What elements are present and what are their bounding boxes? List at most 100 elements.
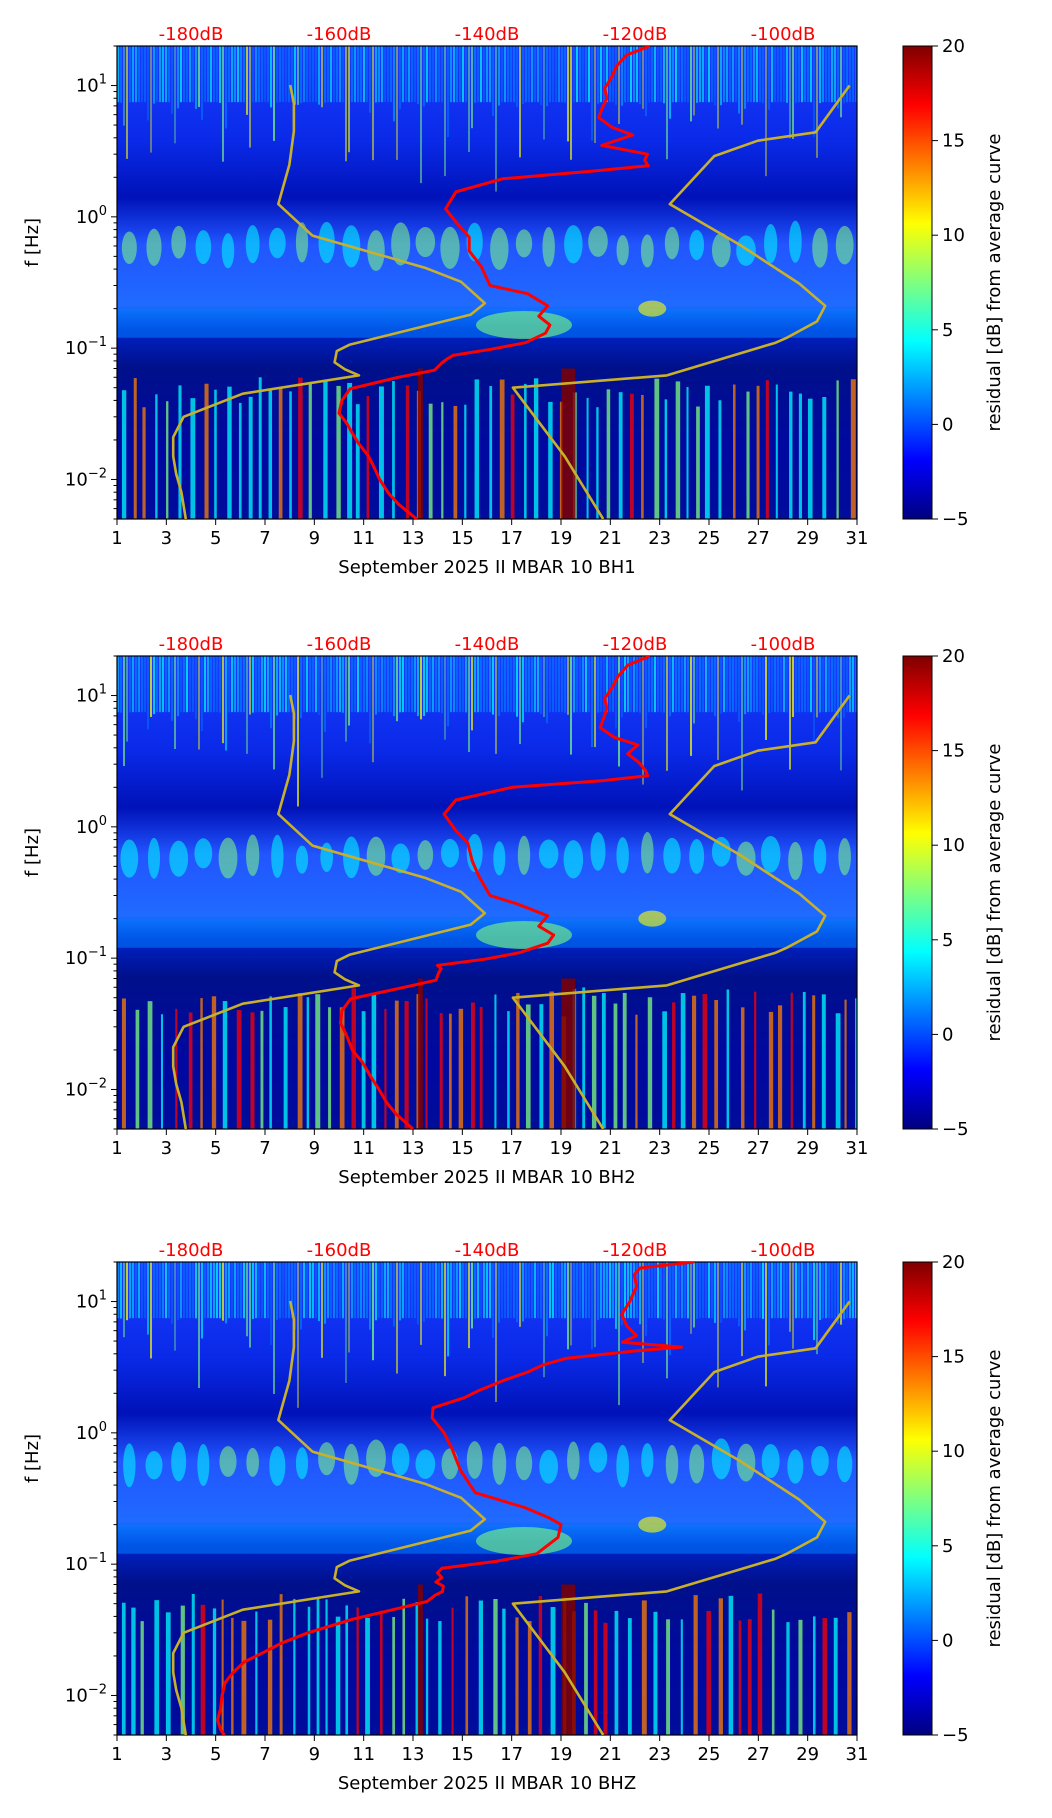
x-tick-label: 15 <box>451 528 474 549</box>
x-tick-label: 9 <box>309 528 320 549</box>
y-tick-label: 100 <box>76 1420 107 1444</box>
colorbar-tick-label: 20 <box>942 1252 965 1273</box>
y-axis-label: f [Hz] <box>22 828 43 877</box>
colorbar-label: residual [dB] from average curve <box>984 1349 1005 1647</box>
top-db-label: -140dB <box>455 24 520 45</box>
x-tick-label: 29 <box>796 1138 819 1159</box>
station-noise-curve <box>216 1262 695 1735</box>
colorbar-tick-label: 15 <box>942 1347 965 1368</box>
x-tick-label: 31 <box>846 1744 869 1765</box>
top-db-label: -180dB <box>159 1240 224 1261</box>
colorbar-tick-label: 0 <box>942 414 953 435</box>
x-tick-label: 29 <box>796 528 819 549</box>
colorbar-tick-label: −5 <box>942 1119 969 1140</box>
top-db-label: -100dB <box>751 634 816 655</box>
spectrogram-panel-3: 1 3 5 7 9 11 13 15 17 19 21 23 25 27 29 31 September 202… <box>0 1216 1052 1818</box>
x-tick-label: 15 <box>451 1138 474 1159</box>
y-tick-label: 100 <box>76 204 107 228</box>
top-db-label: -120dB <box>603 1240 668 1261</box>
x-tick-label: 1 <box>111 1138 122 1159</box>
x-tick-label: 27 <box>747 528 770 549</box>
x-tick-label: 15 <box>451 1744 474 1765</box>
x-tick-label: 17 <box>500 528 523 549</box>
top-db-label: -160dB <box>307 634 372 655</box>
x-tick-label: 23 <box>648 528 671 549</box>
x-tick-label: 7 <box>259 528 270 549</box>
x-tick-label: 1 <box>111 1744 122 1765</box>
x-tick-label: 11 <box>352 528 375 549</box>
spectrogram-image <box>117 1262 857 1735</box>
x-tick-label: 3 <box>161 1744 172 1765</box>
station-noise-curve <box>339 656 651 1129</box>
x-tick-label: 27 <box>747 1138 770 1159</box>
colorbar-tick-label: 0 <box>942 1024 953 1045</box>
top-db-label: -180dB <box>159 634 224 655</box>
x-tick-label: 5 <box>210 1744 221 1765</box>
noise-model-bounds <box>171 1300 487 1735</box>
colorbar-tick-label: 20 <box>942 646 965 667</box>
y-tick-label: 10−1 <box>65 1551 107 1575</box>
colorbar-tick-label: −5 <box>942 509 969 530</box>
colorbar-tick-label: 5 <box>942 320 953 341</box>
x-tick-label: 5 <box>210 1138 221 1159</box>
x-tick-label: 29 <box>796 1744 819 1765</box>
top-db-label: -160dB <box>307 1240 372 1261</box>
plot-frame <box>116 45 858 520</box>
y-tick-label: 101 <box>76 73 107 97</box>
x-tick-label: 31 <box>846 1138 869 1159</box>
top-db-label: -140dB <box>455 634 520 655</box>
x-tick-label: 21 <box>599 528 622 549</box>
colorbar-label: residual [dB] from average curve <box>984 743 1005 1041</box>
x-tick-label: 27 <box>747 1744 770 1765</box>
colorbar-tick-label: 20 <box>942 36 965 57</box>
y-tick-label: 101 <box>76 683 107 707</box>
x-tick-label: 7 <box>259 1744 270 1765</box>
x-tick-label: 21 <box>599 1744 622 1765</box>
x-tick-label: 9 <box>309 1744 320 1765</box>
x-tick-label: 17 <box>500 1744 523 1765</box>
top-db-label: -100dB <box>751 1240 816 1261</box>
y-tick-label: 10−1 <box>65 335 107 359</box>
colorbar-tick-label: −5 <box>942 1725 969 1746</box>
x-tick-label: 19 <box>550 1138 573 1159</box>
x-tick-label: 17 <box>500 1138 523 1159</box>
y-tick-label: 10−2 <box>65 1682 107 1706</box>
top-db-label: -180dB <box>159 24 224 45</box>
x-tick-label: 5 <box>210 528 221 549</box>
x-axis-label: September 2025 II MBAR 10 BHZ <box>338 1773 636 1794</box>
x-tick-label: 13 <box>402 1138 425 1159</box>
x-tick-label: 21 <box>599 1138 622 1159</box>
x-tick-label: 7 <box>259 1138 270 1159</box>
plot-frame <box>116 1261 858 1736</box>
top-db-label: -120dB <box>603 24 668 45</box>
colorbar-tick-label: 15 <box>942 741 965 762</box>
x-tick-label: 23 <box>648 1744 671 1765</box>
noise-model-bounds <box>511 84 851 519</box>
y-axis-label: f [Hz] <box>22 218 43 267</box>
colorbar-tick-label: 5 <box>942 1536 953 1557</box>
spectrogram-panel-1: 1 3 5 7 9 11 13 15 17 19 21 23 25 27 29 31 September 202… <box>0 0 1052 602</box>
x-tick-label: 23 <box>648 1138 671 1159</box>
top-db-label: -160dB <box>307 24 372 45</box>
colorbar <box>902 1261 933 1736</box>
colorbar-tick-label: 5 <box>942 930 953 951</box>
x-tick-label: 19 <box>550 1744 573 1765</box>
noise-model-bounds <box>171 694 487 1129</box>
x-tick-label: 3 <box>161 1138 172 1159</box>
plot-frame <box>116 655 858 1130</box>
spectrogram-panel-2: 1 3 5 7 9 11 13 15 17 19 21 23 25 27 29 31 September 202… <box>0 610 1052 1212</box>
y-tick-label: 10−2 <box>65 466 107 490</box>
x-tick-label: 25 <box>698 1138 721 1159</box>
station-noise-curve <box>337 46 651 519</box>
x-tick-label: 11 <box>352 1138 375 1159</box>
top-db-label: -140dB <box>455 1240 520 1261</box>
colorbar <box>902 655 933 1130</box>
x-axis-label: September 2025 II MBAR 10 BH2 <box>338 1167 635 1188</box>
x-tick-label: 13 <box>402 528 425 549</box>
noise-model-bounds <box>511 694 851 1129</box>
top-db-label: -120dB <box>603 634 668 655</box>
colorbar-tick-label: 10 <box>942 1441 965 1462</box>
